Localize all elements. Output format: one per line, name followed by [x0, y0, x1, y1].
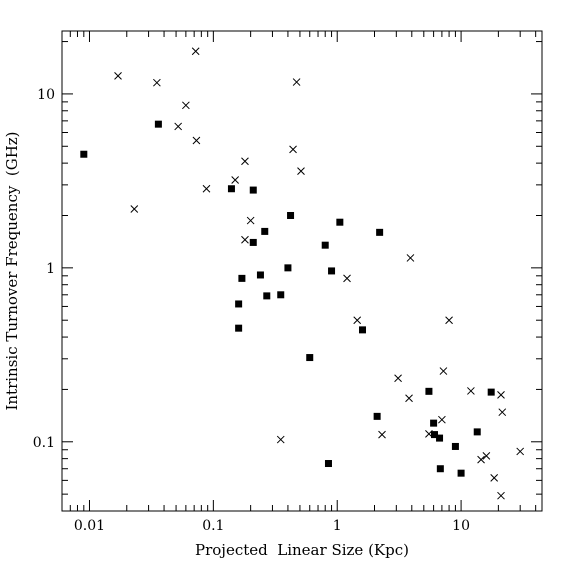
data-point-cross [425, 430, 433, 438]
data-point-square [227, 185, 235, 193]
data-point-square [256, 271, 264, 279]
data-point-square [261, 227, 269, 235]
data-point-cross [343, 274, 351, 283]
data-point-cross [191, 47, 200, 56]
data-point-square [287, 211, 295, 219]
y-tick-label: 1 [46, 261, 55, 277]
axis-tick-labels: 0.01 0.1 1 10 0.1 1 10 [33, 87, 470, 534]
data-point-square [249, 186, 257, 194]
data-point-cross [445, 316, 453, 325]
data-point-cross [202, 184, 211, 193]
data-point-cross [467, 387, 475, 395]
data-point-cross [241, 157, 249, 166]
data-point-cross [241, 235, 249, 244]
data-point-square [328, 267, 336, 275]
x-tick-label: 0.01 [74, 518, 105, 534]
data-point-cross [394, 374, 402, 383]
x-tick-label: 1 [333, 518, 342, 534]
data-point-square [473, 428, 481, 436]
axis-ticks [61, 31, 542, 512]
data-point-square [430, 419, 438, 427]
data-point-square [235, 324, 243, 332]
data-point-cross [477, 455, 485, 464]
data-points [80, 47, 525, 500]
data-point-cross [482, 452, 491, 460]
x-tick-label: 10 [452, 518, 470, 534]
data-point-cross [497, 491, 505, 500]
data-point-square [336, 218, 344, 226]
data-point-square [306, 354, 314, 362]
data-point-cross [497, 391, 505, 399]
data-point-square [154, 120, 162, 128]
data-point-cross [114, 72, 122, 80]
data-point-square [436, 465, 444, 473]
data-point-square [373, 412, 381, 420]
data-point-square [321, 241, 329, 249]
data-point-cross [192, 136, 201, 145]
data-point-square [436, 434, 444, 442]
data-point-cross [153, 78, 161, 87]
y-axis-label: Intrinsic Turnover Frequency (GHz) [3, 131, 21, 410]
data-point-square [487, 388, 495, 396]
data-point-square [376, 228, 384, 236]
data-point-square [249, 238, 257, 246]
data-point-cross [405, 394, 413, 403]
data-point-cross [289, 145, 297, 154]
data-point-square [238, 274, 246, 282]
data-point-square [430, 431, 438, 439]
data-point-cross [498, 408, 507, 417]
data-point-cross [182, 101, 190, 110]
data-point-cross [438, 415, 446, 424]
x-tick-label: 0.1 [202, 518, 224, 534]
data-point-cross [353, 316, 362, 325]
data-point-square [451, 442, 459, 450]
data-point-cross [439, 367, 448, 375]
plot-frame [61, 30, 543, 512]
data-point-cross [516, 447, 525, 456]
data-point-square [235, 300, 243, 308]
data-point-cross [378, 430, 386, 439]
data-point-square [425, 387, 433, 395]
data-point-cross [292, 78, 301, 86]
data-point-cross [231, 176, 240, 184]
data-point-square [277, 291, 285, 299]
data-point-square [324, 460, 332, 468]
data-point-cross [130, 205, 139, 213]
data-point-square [359, 326, 367, 334]
data-point-cross [246, 216, 255, 225]
x-axis-label: Projected Linear Size (Kpc) [195, 541, 409, 559]
data-point-square [80, 150, 88, 158]
data-point-cross [490, 474, 499, 482]
data-point-square [284, 264, 292, 272]
data-point-cross [276, 435, 285, 444]
data-point-cross [406, 254, 415, 262]
data-point-square [457, 469, 465, 477]
data-point-cross [297, 167, 305, 175]
y-tick-label: 0.1 [33, 435, 55, 451]
data-point-square [263, 292, 271, 300]
data-point-cross [174, 122, 183, 131]
y-tick-label: 10 [37, 87, 55, 103]
